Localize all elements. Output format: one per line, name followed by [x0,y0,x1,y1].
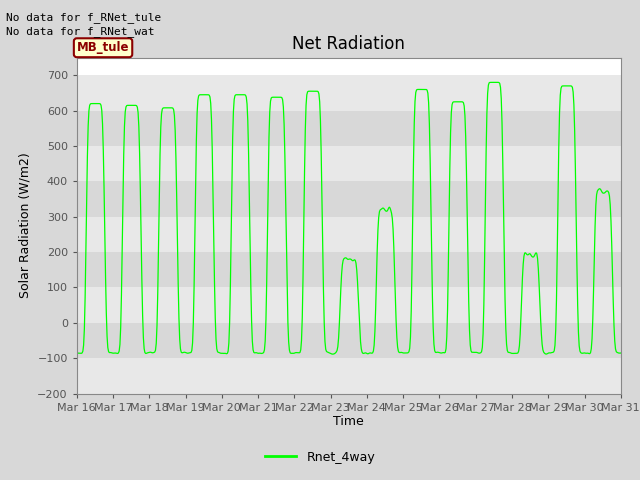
Bar [77,111,621,146]
Bar [77,358,621,394]
Bar [77,323,621,358]
Text: No data for f_RNet_wat: No data for f_RNet_wat [6,26,155,37]
Y-axis label: Solar Radiation (W/m2): Solar Radiation (W/m2) [19,153,32,299]
Text: No data for f_RNet_tule: No data for f_RNet_tule [6,12,162,23]
Bar [77,181,621,217]
X-axis label: Time: Time [333,415,364,429]
Text: MB_tule: MB_tule [77,41,129,54]
Bar [77,288,621,323]
Bar [77,75,621,111]
Bar [77,146,621,181]
Legend: Rnet_4way: Rnet_4way [260,446,380,469]
Title: Net Radiation: Net Radiation [292,35,405,53]
Bar [77,252,621,288]
Bar [77,217,621,252]
